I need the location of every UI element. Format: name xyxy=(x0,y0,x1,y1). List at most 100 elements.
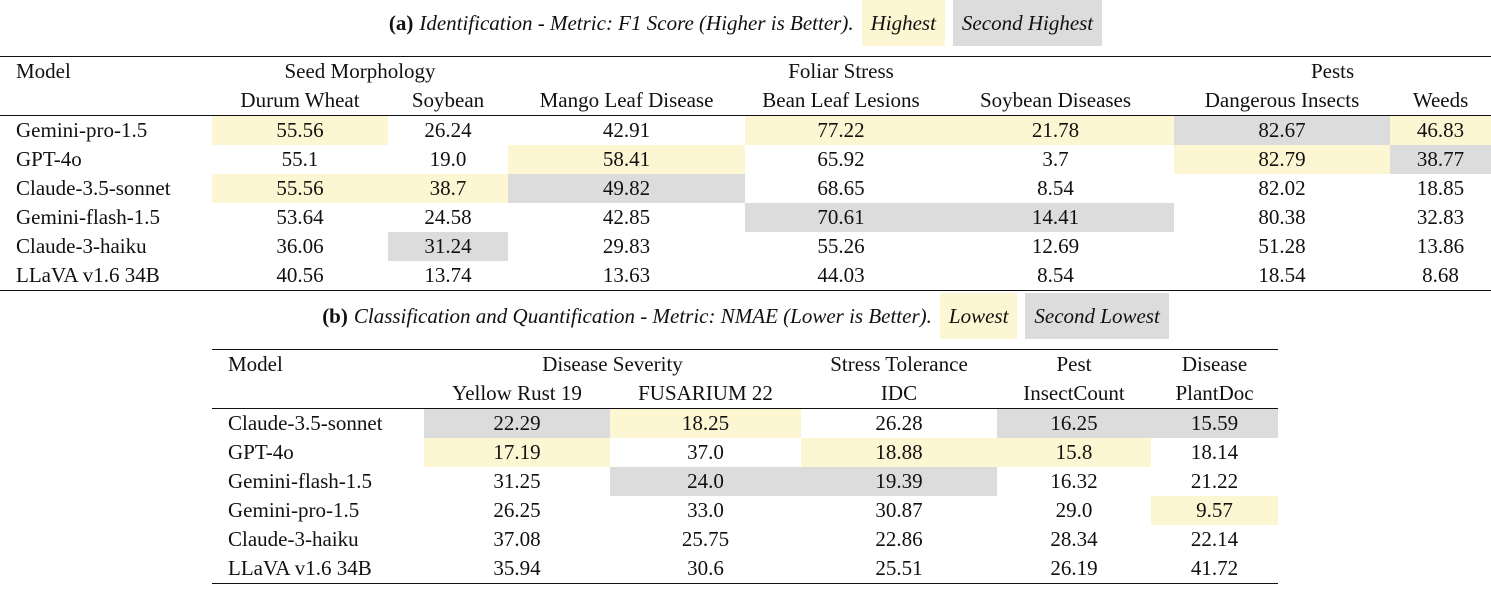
score-cell: 33.0 xyxy=(687,498,724,522)
score-cell: 37.0 xyxy=(687,440,724,464)
group-header: Stress Tolerance xyxy=(801,349,998,379)
score-cell: 17.19 xyxy=(424,438,610,467)
score-cell: 55.56 xyxy=(212,115,388,145)
score-cell: 22.86 xyxy=(875,527,923,551)
score-cell: 44.03 xyxy=(745,261,938,291)
column-header: PlantDoc xyxy=(1175,381,1254,405)
score-cell: 82.79 xyxy=(1174,145,1391,174)
column-header: Durum Wheat xyxy=(240,88,360,112)
score-cell: 18.54 xyxy=(1174,261,1391,291)
score-cell: 30.87 xyxy=(875,498,923,522)
group-header: Pests xyxy=(1174,56,1491,86)
score-cell: 18.88 xyxy=(801,438,998,467)
score-cell: 24.58 xyxy=(424,205,472,229)
score-cell: 38.7 xyxy=(388,174,509,203)
table-a-group-header: Model Seed Morphology Foliar Stress Pest… xyxy=(0,56,1491,86)
legend-lowest: Lowest xyxy=(939,293,1018,339)
column-header: Mango Leaf Disease xyxy=(539,88,714,112)
score-cell: 14.41 xyxy=(937,203,1175,232)
model-name: Gemini-flash-1.5 xyxy=(16,205,161,229)
table-row: GPT-4o 17.19 37.0 18.88 15.8 18.14 xyxy=(212,438,1278,467)
score-cell: 55.56 xyxy=(212,174,388,203)
score-cell: 42.91 xyxy=(508,115,746,145)
table-row: Gemini-flash-1.5 53.64 24.58 42.85 70.61 14.4… xyxy=(0,203,1491,232)
table-row: Gemini-pro-1.5 55.56 26.24 42.91 77.22 21.78 8… xyxy=(0,115,1491,145)
score-cell: 53.64 xyxy=(276,205,324,229)
score-cell: 26.19 xyxy=(997,554,1152,584)
score-cell: 70.61 xyxy=(745,203,938,232)
table-row: LLaVA v1.6 34B 40.56 13.74 13.63 44.03 8.54 18… xyxy=(0,261,1491,291)
score-cell: 25.75 xyxy=(681,527,730,551)
column-header: Soybean Diseases xyxy=(980,88,1132,112)
model-name: Gemini-pro-1.5 xyxy=(0,115,212,145)
model-name: LLaVA v1.6 34B xyxy=(212,554,424,584)
score-cell: 58.41 xyxy=(508,145,746,174)
column-header: Soybean xyxy=(411,88,485,112)
score-cell: 30.6 xyxy=(610,554,802,584)
model-header: Model xyxy=(212,349,424,379)
table-row: Claude-3.5-sonnet 55.56 38.7 49.82 68.65 8.54… xyxy=(0,174,1491,203)
score-cell: 51.28 xyxy=(1258,234,1306,258)
table-row: Gemini-flash-1.5 31.25 24.0 19.39 16.32 21.22 xyxy=(212,467,1278,496)
score-cell: 26.24 xyxy=(388,115,509,145)
score-cell: 77.22 xyxy=(745,115,938,145)
table-row: LLaVA v1.6 34B 35.94 30.6 25.51 26.19 41.72 xyxy=(212,554,1279,584)
score-cell: 80.38 xyxy=(1258,205,1306,229)
caption-text: Identification - Metric: F1 Score (Highe… xyxy=(419,10,854,35)
model-name: GPT-4o xyxy=(16,147,82,171)
model-name: GPT-4o xyxy=(228,440,294,464)
score-cell: 22.14 xyxy=(1190,527,1239,551)
model-name: Claude-3.5-sonnet xyxy=(16,176,171,200)
group-header: Disease Severity xyxy=(424,349,802,379)
column-header: Yellow Rust 19 xyxy=(452,381,582,405)
column-header: Bean Leaf Lesions xyxy=(762,88,920,112)
table-row: Claude-3-haiku 36.06 31.24 29.83 55.26 12.69 5… xyxy=(0,232,1491,261)
table-a-caption: (a) Identification - Metric: F1 Score (H… xyxy=(0,0,1491,46)
score-cell: 18.14 xyxy=(1190,440,1239,464)
score-cell: 21.78 xyxy=(937,115,1175,145)
column-header: Weeds xyxy=(1412,88,1469,112)
model-header: Model xyxy=(0,56,212,86)
group-header: Foliar Stress xyxy=(508,56,1175,86)
score-cell: 32.83 xyxy=(1416,205,1465,229)
column-header: IDC xyxy=(880,381,918,405)
table-b-caption: (b) Classification and Quantification - … xyxy=(0,293,1491,339)
score-cell: 12.69 xyxy=(1031,234,1080,258)
score-cell: 25.51 xyxy=(801,554,998,584)
score-cell: 19.39 xyxy=(801,467,998,496)
score-cell: 15.8 xyxy=(997,438,1152,467)
classification-table: Model Disease Severity Stress Tolerance … xyxy=(212,349,1279,584)
score-cell: 46.83 xyxy=(1390,115,1491,145)
score-cell: 8.54 xyxy=(937,261,1175,291)
table-b-group-header: Model Disease Severity Stress Tolerance … xyxy=(212,349,1279,379)
legend-second-lowest: Second Lowest xyxy=(1025,293,1169,339)
group-header: Pest xyxy=(997,349,1152,379)
table-a-column-header: Durum Wheat Soybean Mango Leaf Disease B… xyxy=(0,86,1491,116)
identification-table: Model Seed Morphology Foliar Stress Pest… xyxy=(0,56,1491,291)
group-header: Disease xyxy=(1151,349,1279,379)
score-cell: 35.94 xyxy=(424,554,610,584)
column-header: FUSARIUM 22 xyxy=(638,381,773,405)
score-cell: 41.72 xyxy=(1151,554,1279,584)
score-cell: 29.0 xyxy=(1055,498,1093,522)
table-row: Claude-3-haiku 37.08 25.75 22.86 28.34 22.14 xyxy=(212,525,1278,554)
score-cell: 9.57 xyxy=(1151,496,1279,525)
score-cell: 38.77 xyxy=(1390,145,1491,174)
score-cell: 18.25 xyxy=(610,408,802,438)
score-cell: 49.82 xyxy=(508,174,746,203)
score-cell: 3.7 xyxy=(1042,147,1069,171)
score-cell: 13.74 xyxy=(388,261,509,291)
score-cell: 19.0 xyxy=(429,147,467,171)
score-cell: 37.08 xyxy=(493,527,541,551)
model-name: Claude-3-haiku xyxy=(16,234,147,258)
score-cell: 31.25 xyxy=(493,469,541,493)
score-cell: 16.25 xyxy=(997,408,1152,438)
table-row: GPT-4o 55.1 19.0 58.41 65.92 3.7 82.79 38.77 xyxy=(0,145,1491,174)
model-name: Gemini-flash-1.5 xyxy=(228,469,373,493)
table-row: Gemini-pro-1.5 26.25 33.0 30.87 29.0 9.57 xyxy=(212,496,1279,525)
legend-highest: Highest xyxy=(861,0,945,46)
caption-label: (b) xyxy=(322,303,348,328)
score-cell: 82.02 xyxy=(1258,176,1306,200)
score-cell: 13.63 xyxy=(508,261,746,291)
score-cell: 31.24 xyxy=(388,232,509,261)
